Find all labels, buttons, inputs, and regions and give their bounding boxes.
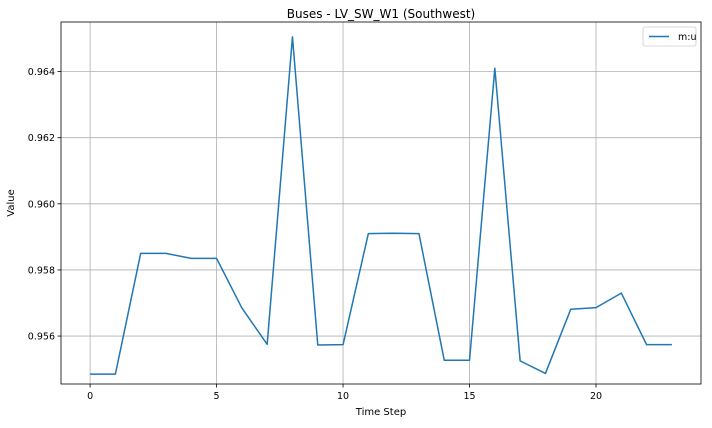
data-point: [292, 36, 293, 37]
data-point: [444, 360, 445, 361]
data-point: [469, 360, 470, 361]
data-point: [418, 233, 419, 234]
data-point: [191, 258, 192, 259]
y-tick-label: 0.964: [28, 67, 55, 78]
data-point: [140, 253, 141, 254]
data-point: [89, 373, 90, 374]
data-point: [595, 307, 596, 308]
data-point: [165, 253, 166, 254]
series-line: [90, 36, 672, 375]
data-point: [267, 344, 268, 345]
legend-box: [642, 26, 697, 47]
y-tick-label: 0.956: [28, 332, 55, 343]
data-point: [115, 373, 116, 374]
y-tick-label: 0.962: [28, 133, 55, 144]
data-point: [646, 344, 647, 345]
data-point: [216, 258, 217, 259]
legend-label: m:u: [678, 32, 696, 43]
data-point: [671, 344, 672, 345]
x-tick-label: 0: [87, 391, 93, 402]
plot-frame: [60, 21, 702, 385]
x-ticks: 0 5 10 15 20: [87, 384, 602, 402]
data-point: [570, 309, 571, 310]
data-point: [342, 344, 343, 345]
data-point: [368, 233, 369, 234]
data-point: [621, 292, 622, 293]
x-tick-label: 20: [590, 391, 602, 402]
data-point: [393, 233, 394, 234]
plot-area: [61, 22, 701, 384]
y-ticks: 0.956 0.958 0.960 0.962 0.964: [28, 67, 61, 343]
data-point: [317, 344, 318, 345]
data-point: [545, 373, 546, 374]
data-point: [520, 360, 521, 361]
y-axis-label: Value: [6, 189, 17, 216]
legend: m:u: [642, 26, 697, 47]
x-axis-label: Time Step: [355, 407, 406, 418]
y-tick-label: 0.958: [28, 265, 55, 276]
chart-title: Buses - LV_SW_W1 (Southwest): [287, 7, 475, 21]
x-tick-label: 5: [214, 391, 220, 402]
x-tick-label: 15: [463, 391, 475, 402]
data-point: [494, 68, 495, 69]
data-point: [241, 307, 242, 308]
y-tick-label: 0.960: [28, 199, 55, 210]
x-tick-label: 10: [337, 391, 349, 402]
series-layer: [89, 36, 672, 375]
grid: [61, 22, 701, 384]
